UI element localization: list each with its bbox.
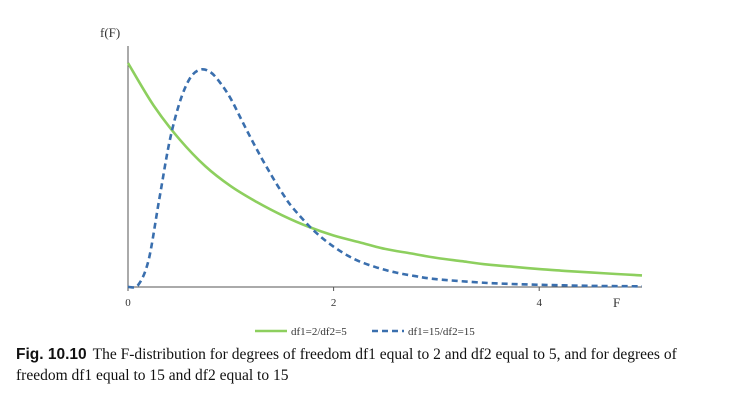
y-axis-label: f(F) bbox=[100, 25, 120, 40]
x-tick-label: 2 bbox=[331, 297, 337, 309]
legend-label-df1-2-df2-5: df1=2/df2=5 bbox=[291, 326, 347, 338]
caption-text: The F-distribution for degrees of freedo… bbox=[16, 346, 677, 384]
series-line-df1-15-df2-15 bbox=[127, 67, 643, 289]
x-ticks: 0 2 4 bbox=[125, 287, 542, 309]
x-axis-label: F bbox=[613, 295, 620, 310]
legend: df1=2/df2=5 df1=15/df2=15 bbox=[255, 326, 475, 338]
series-layer bbox=[126, 62, 643, 289]
axes: f(F) F bbox=[100, 25, 642, 310]
f-distribution-chart: f(F) F 0 2 4 df1=2/df2=5 df1=15/df2=15 bbox=[100, 25, 643, 338]
legend-label-df1-15-df2-15: df1=15/df2=15 bbox=[408, 326, 475, 338]
figure-caption: Fig. 10.10 The F-distribution for degrees… bbox=[16, 344, 716, 386]
x-tick-label: 0 bbox=[125, 297, 131, 309]
series-line-df1-2-df2-5 bbox=[126, 62, 643, 277]
figure-label: Fig. 10.10 bbox=[16, 346, 87, 363]
x-tick-label: 4 bbox=[536, 297, 542, 309]
